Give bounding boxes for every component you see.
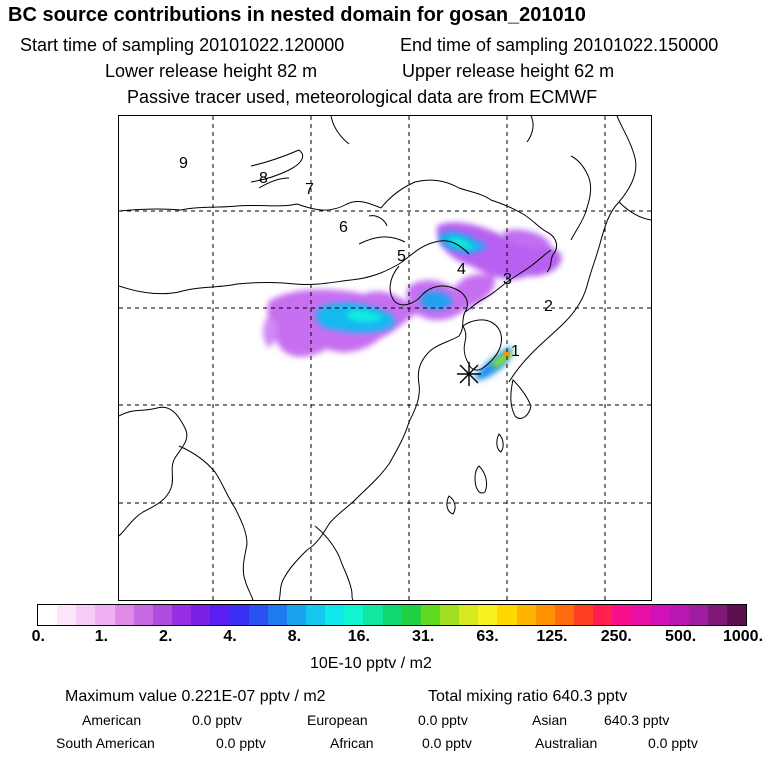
color-bar-swatch <box>593 605 613 625</box>
african-value: 0.0 pptv <box>422 735 472 751</box>
coastlines <box>119 116 651 600</box>
track-label-6: 6 <box>339 219 348 236</box>
color-bar-swatch <box>727 605 747 625</box>
color-bar-swatch <box>401 605 421 625</box>
color-bar-swatch <box>344 605 364 625</box>
color-bar-tick-label: 63. <box>476 628 499 645</box>
lat-lon-grid <box>119 116 651 600</box>
plume-north-ext <box>504 229 551 248</box>
total-mixing-label: Total mixing ratio 640.3 pptv <box>428 688 628 705</box>
color-bar-tick-label: 0. <box>31 628 46 645</box>
color-bar <box>37 604 747 626</box>
color-bar-swatch <box>573 605 594 625</box>
color-bar-swatch <box>497 605 517 625</box>
color-bar-swatch <box>229 605 249 625</box>
plume-north <box>436 222 562 280</box>
color-bar-swatch <box>382 605 402 625</box>
map-panel: 1 2 3 4 5 6 7 8 9 <box>118 115 652 601</box>
track-label-4: 4 <box>457 261 466 278</box>
track-label-2: 2 <box>544 298 553 315</box>
asterisk-icon <box>457 362 481 386</box>
color-bar-swatch <box>650 605 670 625</box>
color-bar-swatch <box>554 605 574 625</box>
color-bar-swatch <box>305 605 326 625</box>
track-label-8: 8 <box>259 170 268 187</box>
color-bar-ticks: 0. 1. 2. 4. 8. 16. 31. 63. 125. 250. 500. 1000. <box>0 628 768 648</box>
end-time-label: End time of sampling 20101022.150000 <box>400 35 719 55</box>
color-bar-swatch <box>707 605 728 625</box>
lower-release-label: Lower release height 82 m <box>105 61 318 81</box>
australian-label: Australian <box>535 735 598 751</box>
american-label: American <box>82 712 142 728</box>
color-bar-swatch <box>133 605 153 625</box>
color-bar-tick-label: 500. <box>665 628 697 645</box>
color-bar-tick-label: 2. <box>159 628 173 645</box>
australian-value: 0.0 pptv <box>648 735 698 751</box>
color-bar-swatch <box>95 605 115 625</box>
track-label-1: 1 <box>511 343 520 360</box>
color-bar-tick-label: 1. <box>94 628 109 645</box>
color-bar-tick-label: 4. <box>223 628 237 645</box>
color-bar-swatch <box>171 605 192 625</box>
color-bar-tick-label: 1000. <box>722 628 764 645</box>
color-bar-swatch <box>38 605 58 625</box>
color-bar-tick-label: 125. <box>536 628 568 645</box>
color-bar-swatch <box>76 605 96 625</box>
tracer-info-label: Passive tracer used, meteorological data… <box>127 87 598 107</box>
max-value-label: Maximum value 0.221E-07 pptv / m2 <box>65 688 326 705</box>
color-bar-swatch <box>325 605 345 625</box>
upper-release-label: Upper release height 62 m <box>402 61 615 81</box>
map-canvas: 1 2 3 4 5 6 7 8 9 <box>119 116 651 600</box>
track-label-5: 5 <box>397 248 406 265</box>
trajectory-labels: 1 2 3 4 5 6 7 8 9 <box>179 155 553 360</box>
hot-gosan-peak <box>504 351 510 357</box>
color-bar-tick-label: 31. <box>412 628 435 645</box>
asian-value: 640.3 pptv <box>604 712 670 728</box>
color-bar-tick-label: 16. <box>347 628 370 645</box>
concentration-field <box>263 222 562 381</box>
south-american-value: 0.0 pptv <box>216 735 266 751</box>
hot-west <box>347 310 383 322</box>
unit-label: 10E-10 pptv / m2 <box>310 655 432 672</box>
color-bar-swatch <box>459 605 479 625</box>
color-bar-swatch <box>478 605 498 625</box>
color-bar-swatch <box>612 605 632 625</box>
color-bar-swatch <box>363 605 383 625</box>
plot-title: BC source contributions in nested domain… <box>8 4 586 26</box>
color-bar-swatch <box>210 605 230 625</box>
color-bar-swatch <box>286 605 306 625</box>
start-time-label: Start time of sampling 20101022.120000 <box>20 35 345 55</box>
color-bar-swatch <box>516 605 536 625</box>
south-american-label: South American <box>56 735 155 751</box>
european-label: European <box>307 712 368 728</box>
plume-scatter <box>263 317 278 348</box>
color-bar-swatch <box>152 605 172 625</box>
color-bar-tick-label: 8. <box>287 628 302 645</box>
color-bar-swatch <box>57 605 77 625</box>
hot-north <box>449 237 475 249</box>
track-label-3: 3 <box>503 271 512 288</box>
color-bar-swatch <box>248 605 268 625</box>
core-central <box>421 291 453 311</box>
american-value: 0.0 pptv <box>192 712 242 728</box>
color-bar-swatch <box>669 605 689 625</box>
color-bar-swatch <box>631 605 651 625</box>
asian-label: Asian <box>532 712 568 728</box>
color-bar-swatch <box>191 605 211 625</box>
color-bar-swatch <box>439 605 460 625</box>
color-bar-swatch <box>688 605 708 625</box>
african-label: African <box>330 735 374 751</box>
color-bar-swatch <box>114 605 134 625</box>
track-label-9: 9 <box>179 155 188 172</box>
color-bar-swatch <box>535 605 555 625</box>
color-bar-swatch <box>420 605 440 625</box>
color-bar-swatch <box>267 605 287 625</box>
color-bar-tick-label: 250. <box>600 628 632 645</box>
european-value: 0.0 pptv <box>418 712 468 728</box>
track-label-7: 7 <box>305 181 314 198</box>
